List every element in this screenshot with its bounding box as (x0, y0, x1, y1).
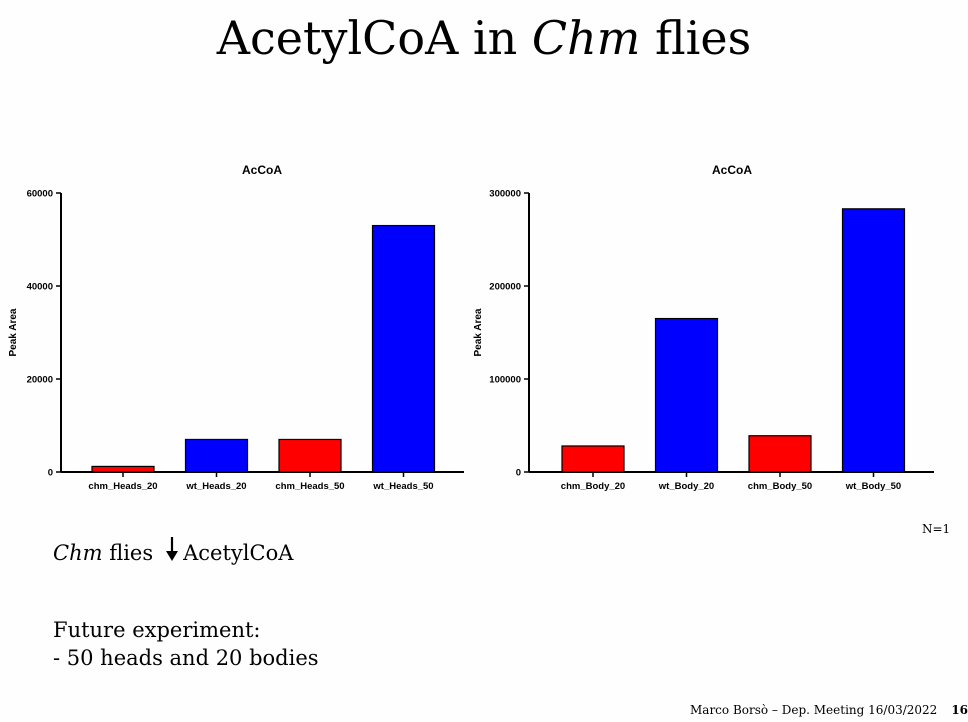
slide-title: AcetylCoA in Chm flies (0, 8, 968, 68)
bar-chm_Heads_50 (278, 438, 342, 473)
x-category-label: chm_Heads_20 (88, 481, 157, 492)
y-tick-label: 0 (516, 468, 521, 479)
bar-wt_Body_20 (654, 317, 719, 473)
y-tick-label: 60000 (27, 189, 53, 200)
body-chart-svg: AcCoA Peak Area 0 100000 200000 300000 chm_Bod… (473, 163, 934, 492)
future-line-2: - 50 heads and 20 bodies (53, 646, 319, 670)
y-tick-label: 100000 (489, 375, 521, 386)
x-category-label: chm_Heads_50 (275, 481, 344, 492)
bar-wt_Heads_50 (371, 224, 436, 473)
conclusion-text: flies (102, 540, 154, 565)
x-category-label: wt_Body_50 (845, 481, 901, 492)
conclusion-target: AcetylCoA (183, 540, 294, 565)
y-tick-label: 300000 (489, 189, 521, 200)
y-tick-label: 0 (48, 468, 53, 479)
title-main: AcetylCoA in (216, 11, 532, 65)
future-experiment: Future experiment: - 50 heads and 20 bod… (53, 616, 319, 672)
title-end: flies (640, 11, 752, 65)
bar-wt_Heads_20 (184, 438, 249, 473)
y-tick-label: 20000 (27, 375, 53, 386)
heads-bar-chart: AcCoA Peak Area 0 20000 40000 60000 chm_Heads_… (0, 150, 480, 510)
bar-chm_Body_50 (748, 435, 812, 473)
body-bar-chart: AcCoA Peak Area 0 100000 200000 300000 chm_Bod… (466, 150, 946, 510)
conclusion: Chm flies AcetylCoA (53, 536, 293, 569)
y-axis-label: Peak Area (8, 308, 19, 356)
x-category-label: wt_Heads_20 (185, 481, 246, 492)
bar-chm_Heads_20 (91, 465, 155, 473)
x-category-label: wt_Body_20 (658, 481, 714, 492)
bar-wt_Body_50 (841, 208, 906, 473)
bar-chm_Body_20 (561, 445, 625, 473)
heads-chart-svg: AcCoA Peak Area 0 20000 40000 60000 chm_Heads_… (8, 163, 464, 492)
y-axis-label: Peak Area (473, 308, 484, 356)
chart-title: AcCoA (712, 163, 752, 177)
conclusion-italic: Chm (53, 540, 103, 565)
x-category-label: chm_Body_20 (561, 481, 625, 492)
title-italic: Chm (531, 11, 641, 65)
n-note: N=1 (922, 522, 951, 536)
future-line-1: Future experiment: (53, 618, 261, 642)
x-category-label: wt_Heads_50 (372, 481, 433, 492)
page-number: 16 (951, 703, 968, 717)
footer-text: Marco Borsò – Dep. Meeting 16/03/2022 (690, 703, 938, 717)
footer: Marco Borsò – Dep. Meeting 16/03/2022 16 (690, 703, 968, 717)
down-arrow-icon (165, 536, 179, 569)
chart-title: AcCoA (242, 163, 282, 177)
y-tick-label: 200000 (489, 282, 521, 293)
x-category-label: chm_Body_50 (748, 481, 812, 492)
y-tick-label: 40000 (27, 282, 53, 293)
